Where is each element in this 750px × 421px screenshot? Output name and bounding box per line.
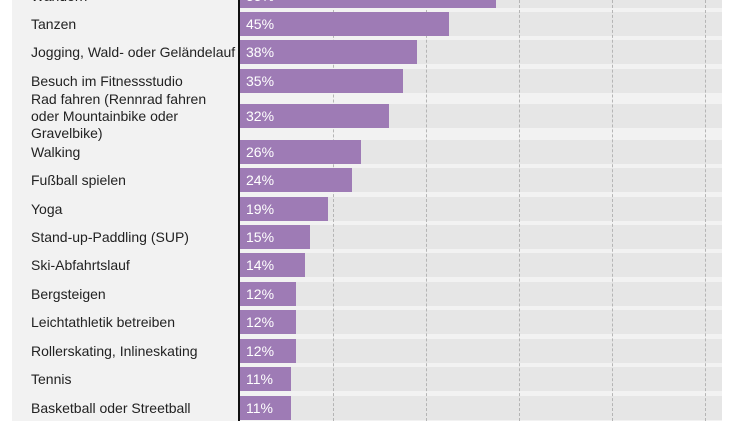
gridline [426, 0, 427, 421]
bar [240, 339, 296, 363]
bar [240, 282, 296, 306]
category-label: Tanzen [31, 15, 77, 32]
bar [240, 396, 292, 420]
bar [240, 367, 292, 391]
bar [240, 140, 361, 164]
value-label: 45% [246, 16, 275, 32]
category-label: Bergsteigen [31, 285, 106, 302]
bar [240, 225, 310, 249]
category-label: Ski-Abfahrtslauf [31, 256, 130, 273]
category-label: Yoga [31, 200, 63, 217]
bar [240, 168, 352, 192]
bar-track [240, 367, 722, 391]
value-label: 38% [246, 44, 275, 60]
bar-track [240, 396, 722, 420]
bar [240, 69, 403, 93]
bar [240, 253, 306, 277]
category-label: Wandern [31, 0, 236, 6]
bar [240, 310, 296, 334]
category-label: Leichtathletik betreiben [31, 313, 175, 330]
bar [240, 0, 496, 8]
value-label: 55% [246, 0, 274, 8]
bar [240, 104, 389, 128]
category-label: Basketball oder Streetball [31, 399, 191, 416]
value-label: 15% [246, 229, 275, 245]
category-label: Fußball spielen [31, 171, 126, 188]
gridline [333, 0, 334, 421]
bar [240, 40, 417, 64]
value-label: 12% [246, 286, 275, 302]
category-label: Rad fahren (Rennrad fahren oder Mountain… [31, 90, 207, 141]
bar-track [240, 225, 722, 249]
value-label: 32% [246, 108, 275, 124]
y-axis-line [238, 0, 240, 421]
value-label: 26% [246, 144, 275, 160]
category-label: Rollerskating, Inlineskating [31, 342, 198, 359]
bar-track [240, 282, 722, 306]
value-label: 24% [246, 172, 275, 188]
value-label: 11% [246, 371, 273, 387]
category-label: Stand-up-Paddling (SUP) [31, 228, 189, 245]
value-label: 12% [246, 343, 275, 359]
bar-track [240, 339, 722, 363]
bar [240, 197, 329, 221]
bar [240, 12, 450, 36]
gridline [612, 0, 613, 421]
bar-track [240, 253, 722, 277]
value-label: 14% [246, 257, 275, 273]
value-label: 35% [246, 73, 275, 89]
value-label: 19% [246, 201, 275, 217]
bar-track [240, 310, 722, 334]
category-label: Walking [31, 143, 81, 160]
value-label: 12% [246, 314, 275, 330]
category-label: Tennis [31, 370, 72, 387]
category-label: Besuch im Fitnessstudio [31, 72, 183, 89]
gridline [705, 0, 706, 421]
value-label: 11% [246, 400, 273, 416]
category-label: Jogging, Wald- oder Geländelauf [31, 43, 236, 60]
gridline [519, 0, 520, 421]
